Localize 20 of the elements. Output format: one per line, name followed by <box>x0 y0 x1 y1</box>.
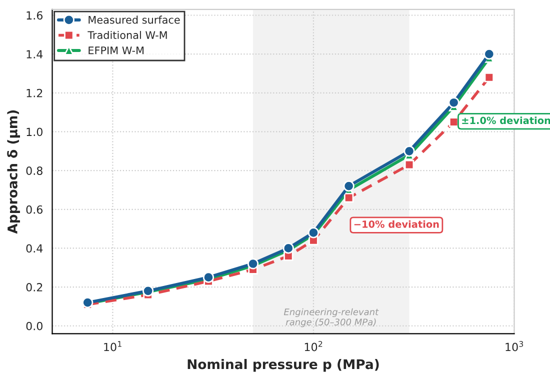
y-tick-label: 0.8 <box>26 166 42 175</box>
y-tick-label: 1.6 <box>26 11 43 20</box>
y-tick-label: 0.6 <box>26 205 43 214</box>
band-label: Engineering-relevant range (50–300 MPa) <box>284 308 379 328</box>
x-tick-label: 10$^{1}$ <box>104 341 122 352</box>
legend-label: EFPIM W-M <box>88 46 144 54</box>
x-tick-label: 10$^{2}$ <box>304 341 322 352</box>
x-axis-title: Nominal pressure p (MPa) <box>188 358 379 372</box>
y-axis-title: Approach δ (μm) <box>7 110 20 234</box>
legend-label: Measured surface <box>88 16 180 24</box>
y-tick-label: 1.2 <box>26 88 42 98</box>
x-tick-label: 10$^{3}$ <box>506 341 524 352</box>
y-tick-label: 1.0 <box>26 128 42 136</box>
y-tick-label: 0.2 <box>26 283 42 292</box>
y-tick-label: 0.0 <box>26 322 42 330</box>
annotation: ±1.0% deviation <box>462 116 550 124</box>
annotation: −10% deviation <box>354 220 439 228</box>
y-tick-label: 1.4 <box>26 50 43 58</box>
y-tick-label: 0.4 <box>26 244 43 253</box>
legend-label: Traditional W-M <box>88 30 167 40</box>
